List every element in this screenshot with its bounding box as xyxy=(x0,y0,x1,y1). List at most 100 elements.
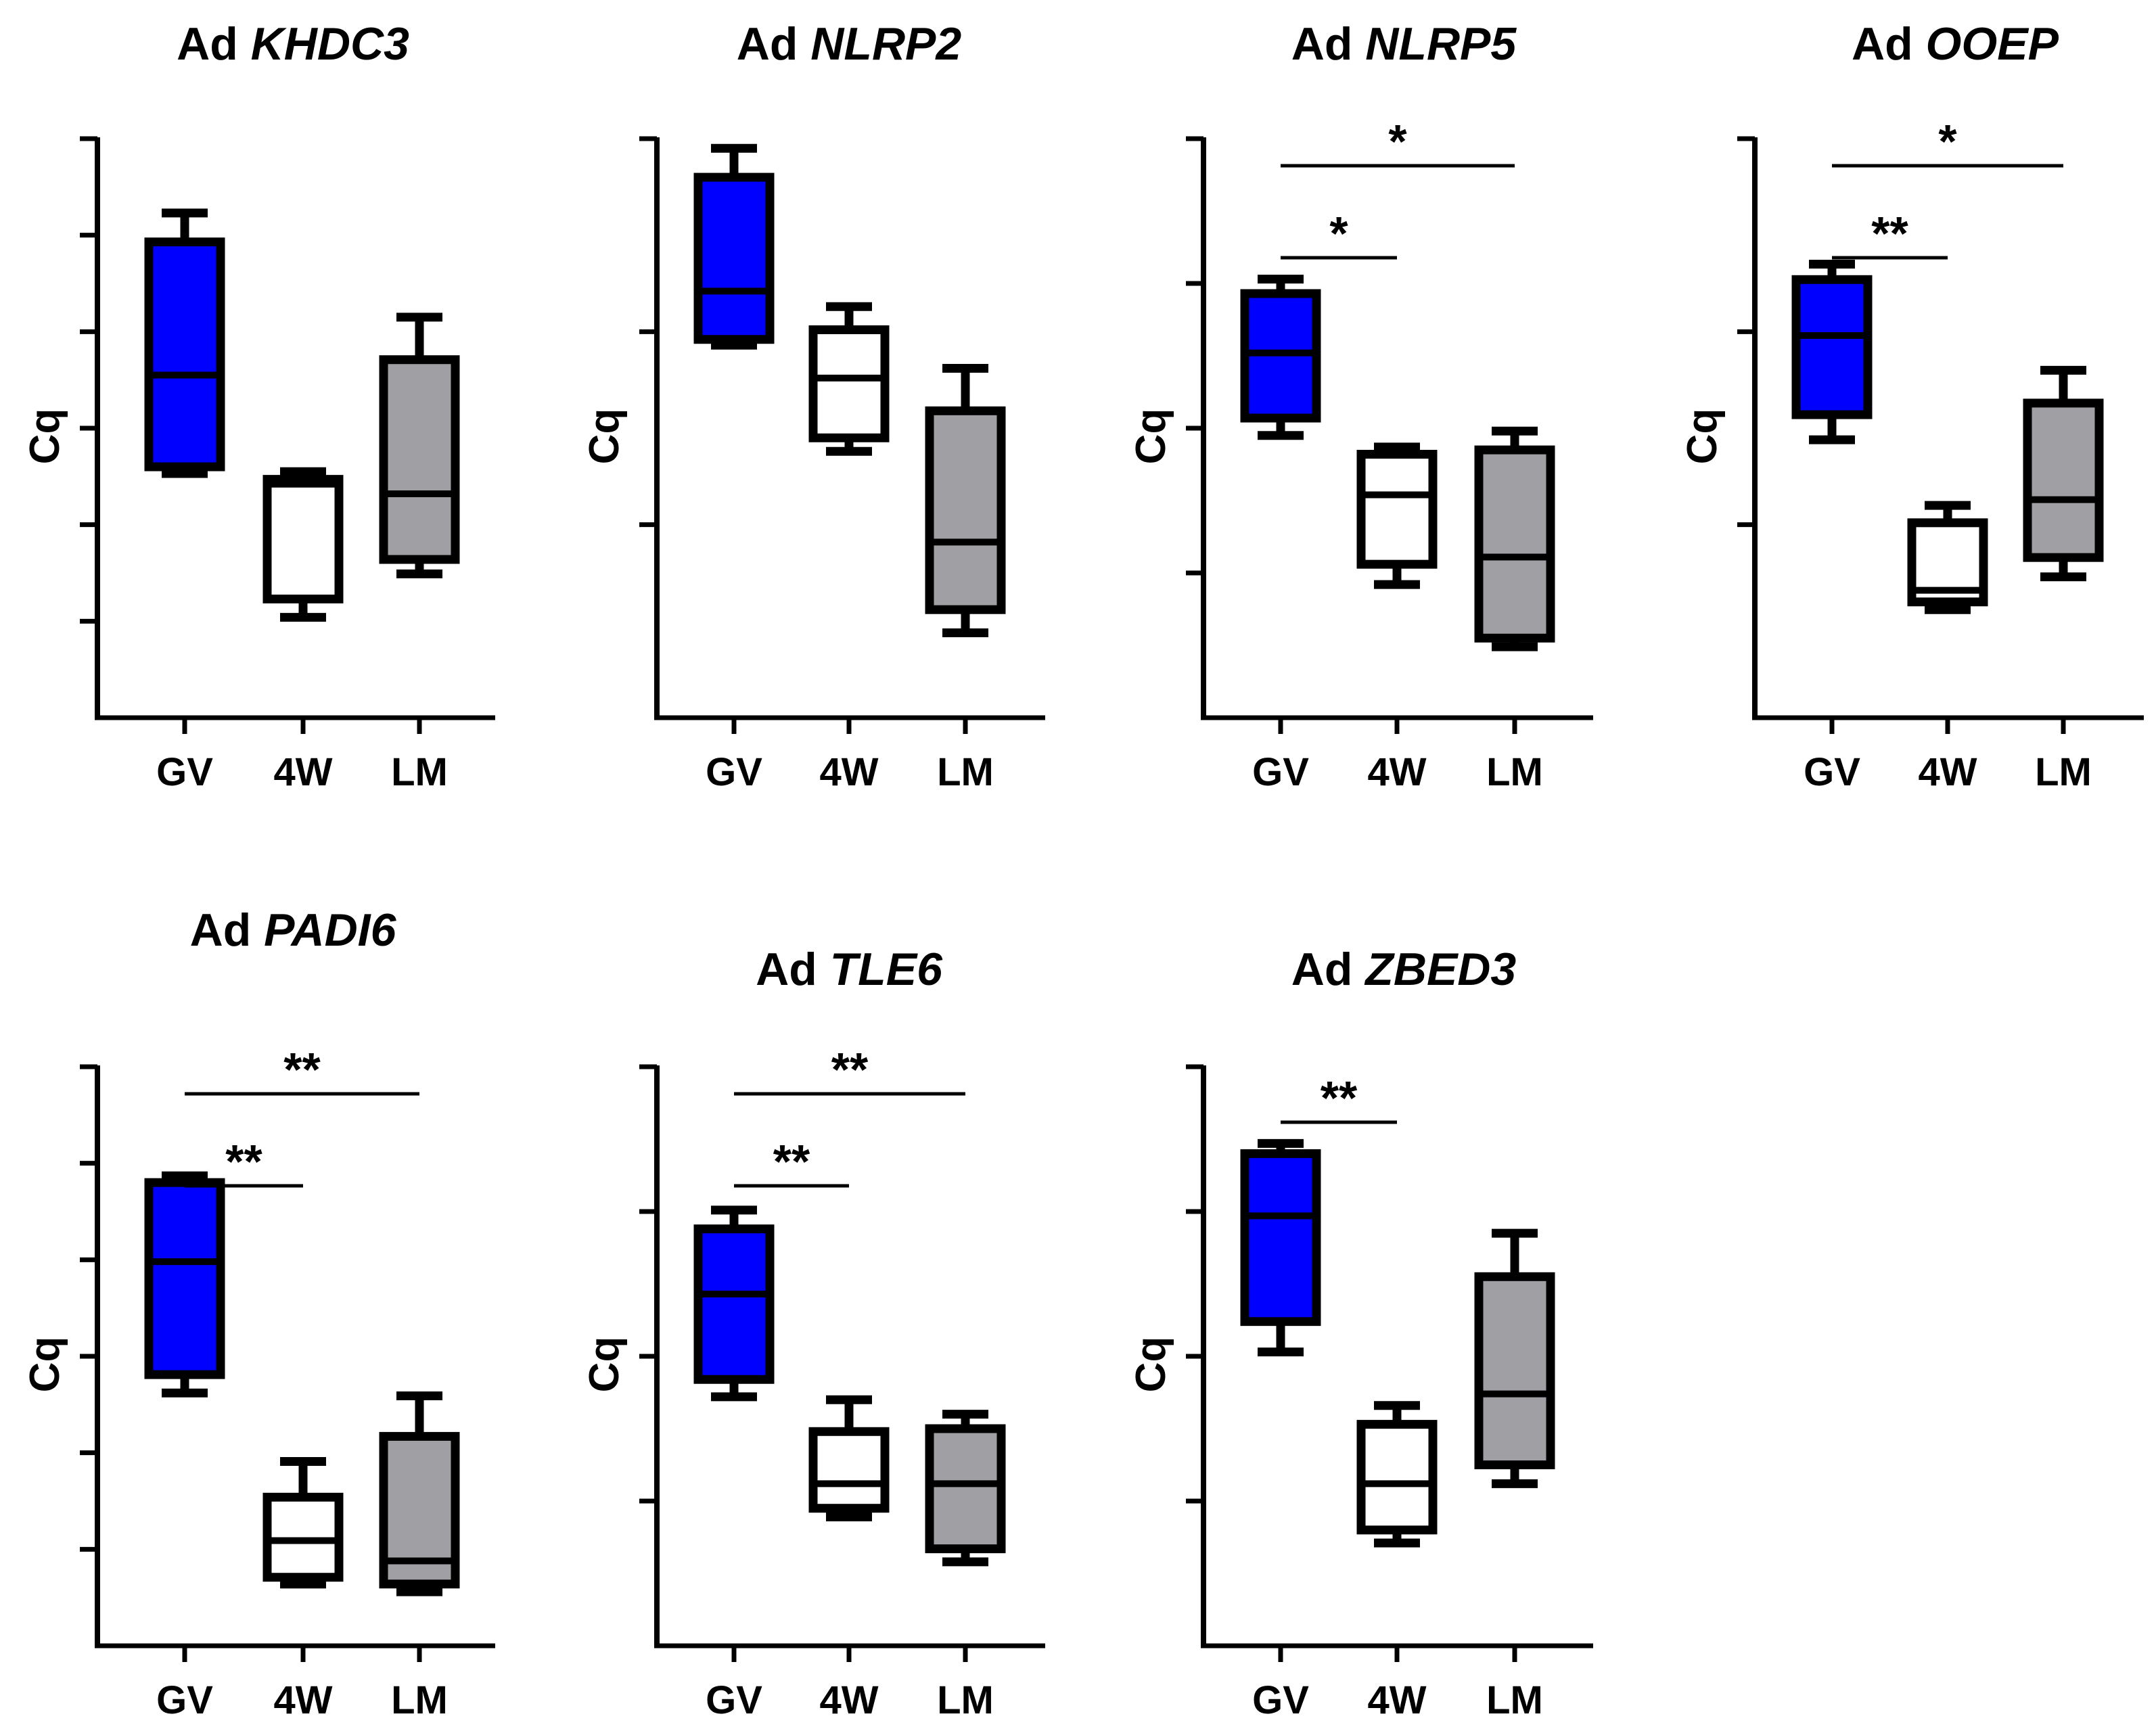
box-gv xyxy=(693,143,775,350)
significance-gv-4w: ** xyxy=(1281,1071,1397,1124)
box-lm xyxy=(1474,426,1555,651)
x-tick-label-lm: LM xyxy=(937,750,994,794)
panel-khdc3: Ad KHDC3 Cq GV 4W LM xyxy=(22,18,495,794)
x-tick-label-lm: LM xyxy=(2035,750,2092,794)
box-iqr xyxy=(693,1224,775,1384)
title-gene: ZBED3 xyxy=(1364,944,1516,995)
y-axis-label: Cq xyxy=(581,409,628,465)
chart-title: Ad NLRP2 xyxy=(737,18,962,70)
chart-title: Ad OOEP xyxy=(1852,18,2059,70)
box-iqr xyxy=(1240,1149,1321,1327)
box-4w xyxy=(1907,501,1988,614)
box-iqr xyxy=(262,475,344,604)
chart-title: Ad TLE6 xyxy=(756,944,943,995)
significance-gv-4w: ** xyxy=(1832,207,1948,260)
x-tick-label-gv: GV xyxy=(156,750,213,794)
x-tick-label-4w: 4W xyxy=(1368,1678,1427,1722)
box-iqr xyxy=(1356,450,1438,569)
x-tick-label-lm: LM xyxy=(1486,1678,1543,1722)
box-iqr xyxy=(925,1424,1006,1554)
significance-label: ** xyxy=(1321,1071,1358,1124)
box-lm xyxy=(925,364,1006,637)
x-tick-label-4w: 4W xyxy=(1919,750,1977,794)
title-prefix: Ad xyxy=(737,18,811,70)
panel-nlrp2: Ad NLRP2 Cq GV 4W LM xyxy=(581,18,1045,794)
significance-gv-lm: * xyxy=(1832,115,2063,168)
title-prefix: Ad xyxy=(1291,18,1366,70)
significance-label: ** xyxy=(1871,207,1908,260)
box-4w xyxy=(808,302,890,456)
box-gv xyxy=(144,208,225,478)
x-tick-label-4w: 4W xyxy=(274,1678,333,1722)
title-prefix: Ad xyxy=(1291,944,1366,995)
box-iqr xyxy=(1474,1272,1555,1470)
box-gv xyxy=(1791,259,1873,444)
box-iqr xyxy=(1356,1420,1438,1535)
box-iqr xyxy=(144,237,225,471)
chart-title: Ad NLRP5 xyxy=(1291,18,1517,70)
significance-label: * xyxy=(1388,115,1407,168)
box-iqr xyxy=(1474,445,1555,643)
y-axis-label: Cq xyxy=(1128,1337,1174,1393)
box-4w xyxy=(1356,442,1438,589)
box-lm xyxy=(925,1410,1006,1567)
significance-label: ** xyxy=(773,1135,810,1188)
significance-gv-4w: ** xyxy=(734,1135,849,1188)
box-lm xyxy=(2023,365,2104,582)
y-axis-label: Cq xyxy=(22,409,68,465)
x-tick-label-4w: 4W xyxy=(820,1678,879,1722)
title-gene: OOEP xyxy=(1926,18,2059,70)
box-iqr xyxy=(808,325,890,442)
box-gv xyxy=(693,1205,775,1402)
chart-title: Ad KHDC3 xyxy=(177,18,409,70)
x-tick-label-4w: 4W xyxy=(274,750,333,794)
box-iqr xyxy=(693,172,775,344)
title-prefix: Ad xyxy=(190,904,265,956)
x-tick-label-gv: GV xyxy=(706,750,762,794)
box-gv xyxy=(1240,275,1321,440)
box-iqr xyxy=(1791,275,1873,419)
title-gene: NLRP5 xyxy=(1365,18,1517,70)
y-axis-label: Cq xyxy=(22,1337,68,1393)
box-iqr xyxy=(379,355,460,564)
x-tick-label-lm: LM xyxy=(391,750,448,794)
x-tick-label-4w: 4W xyxy=(1368,750,1427,794)
x-tick-label-gv: GV xyxy=(706,1678,762,1722)
x-tick-label-gv: GV xyxy=(1252,1678,1309,1722)
box-lm xyxy=(379,313,460,578)
significance-label: * xyxy=(1329,207,1348,260)
title-gene: PADI6 xyxy=(264,904,396,956)
x-tick-label-lm: LM xyxy=(1486,750,1543,794)
y-axis-label: Cq xyxy=(581,1337,628,1393)
box-lm xyxy=(1474,1228,1555,1488)
significance-label: * xyxy=(1938,115,1957,168)
significance-gv-lm: ** xyxy=(185,1043,419,1096)
significance-gv-lm: ** xyxy=(734,1043,965,1096)
x-tick-label-gv: GV xyxy=(1252,750,1309,794)
box-4w xyxy=(262,1457,344,1589)
x-tick-label-gv: GV xyxy=(156,1678,213,1722)
significance-gv-4w: ** xyxy=(185,1135,303,1188)
x-tick-label-lm: LM xyxy=(391,1678,448,1722)
title-prefix: Ad xyxy=(1852,18,1926,70)
panel-tle6: Ad TLE6 Cq GV 4W LM ** ** xyxy=(581,944,1045,1722)
y-axis-label: Cq xyxy=(1128,409,1174,465)
box-iqr xyxy=(925,406,1006,614)
panel-padi6: Ad PADI6 Cq GV 4W LM ** ** xyxy=(22,904,495,1722)
title-gene: TLE6 xyxy=(830,944,943,995)
x-tick-label-gv: GV xyxy=(1804,750,1860,794)
box-gv xyxy=(1240,1138,1321,1357)
title-prefix: Ad xyxy=(756,944,830,995)
title-prefix: Ad xyxy=(177,18,251,70)
box-iqr xyxy=(144,1178,225,1379)
significance-gv-lm: * xyxy=(1281,115,1515,168)
significance-gv-4w: * xyxy=(1281,207,1397,260)
panel-zbed3: Ad ZBED3 Cq GV 4W LM ** xyxy=(1128,944,1593,1722)
box-lm xyxy=(379,1391,460,1596)
significance-label: ** xyxy=(831,1043,869,1096)
significance-label: ** xyxy=(283,1043,321,1096)
box-gv xyxy=(144,1171,225,1398)
y-axis-label: Cq xyxy=(1679,409,1726,465)
